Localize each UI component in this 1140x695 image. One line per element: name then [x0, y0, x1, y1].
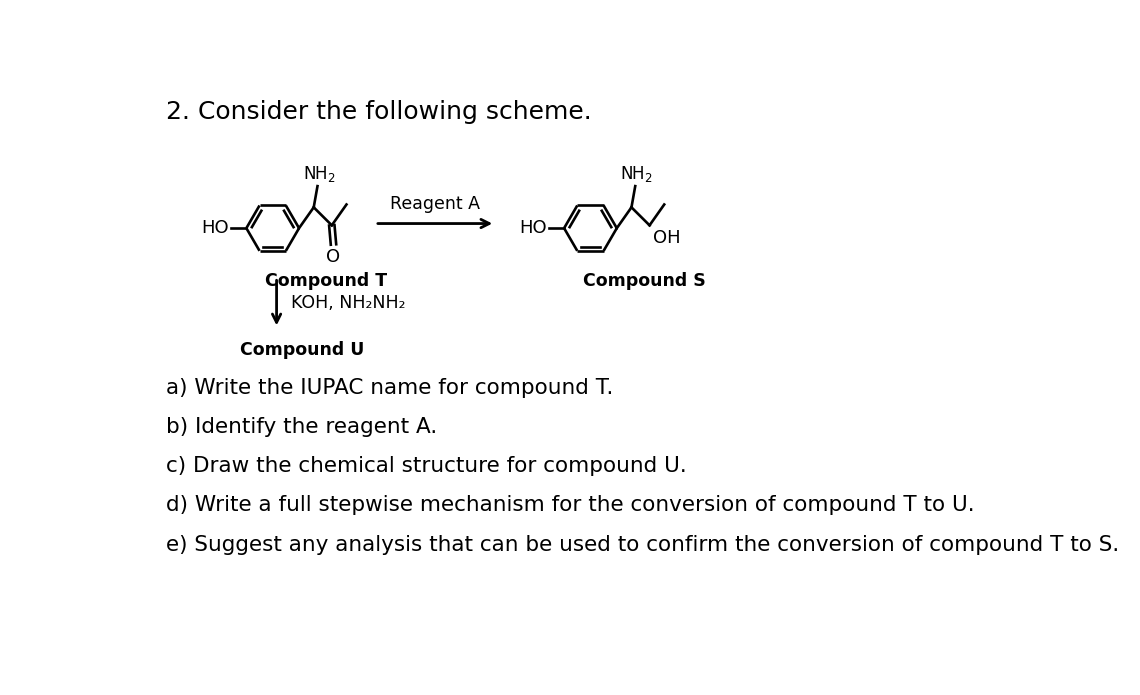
- Text: Reagent A: Reagent A: [390, 195, 480, 213]
- Text: Compound U: Compound U: [241, 341, 365, 359]
- Text: HO: HO: [520, 219, 547, 237]
- Text: a) Write the IUPAC name for compound T.: a) Write the IUPAC name for compound T.: [165, 377, 613, 398]
- Text: b) Identify the reagent A.: b) Identify the reagent A.: [165, 417, 437, 437]
- Text: KOH, NH₂NH₂: KOH, NH₂NH₂: [291, 294, 405, 312]
- Text: e) Suggest any analysis that can be used to confirm the conversion of compound T: e) Suggest any analysis that can be used…: [165, 534, 1119, 555]
- Text: NH$_2$: NH$_2$: [302, 164, 335, 183]
- Text: HO: HO: [202, 219, 229, 237]
- Text: d) Write a full stepwise mechanism for the conversion of compound T to U.: d) Write a full stepwise mechanism for t…: [165, 496, 975, 516]
- Text: NH$_2$: NH$_2$: [620, 164, 653, 183]
- Text: O: O: [326, 247, 341, 265]
- Text: Compound S: Compound S: [583, 272, 706, 290]
- Text: Compound T: Compound T: [264, 272, 388, 290]
- Text: OH: OH: [653, 229, 681, 247]
- Text: c) Draw the chemical structure for compound U.: c) Draw the chemical structure for compo…: [165, 456, 686, 476]
- Text: 2. Consider the following scheme.: 2. Consider the following scheme.: [165, 100, 592, 124]
